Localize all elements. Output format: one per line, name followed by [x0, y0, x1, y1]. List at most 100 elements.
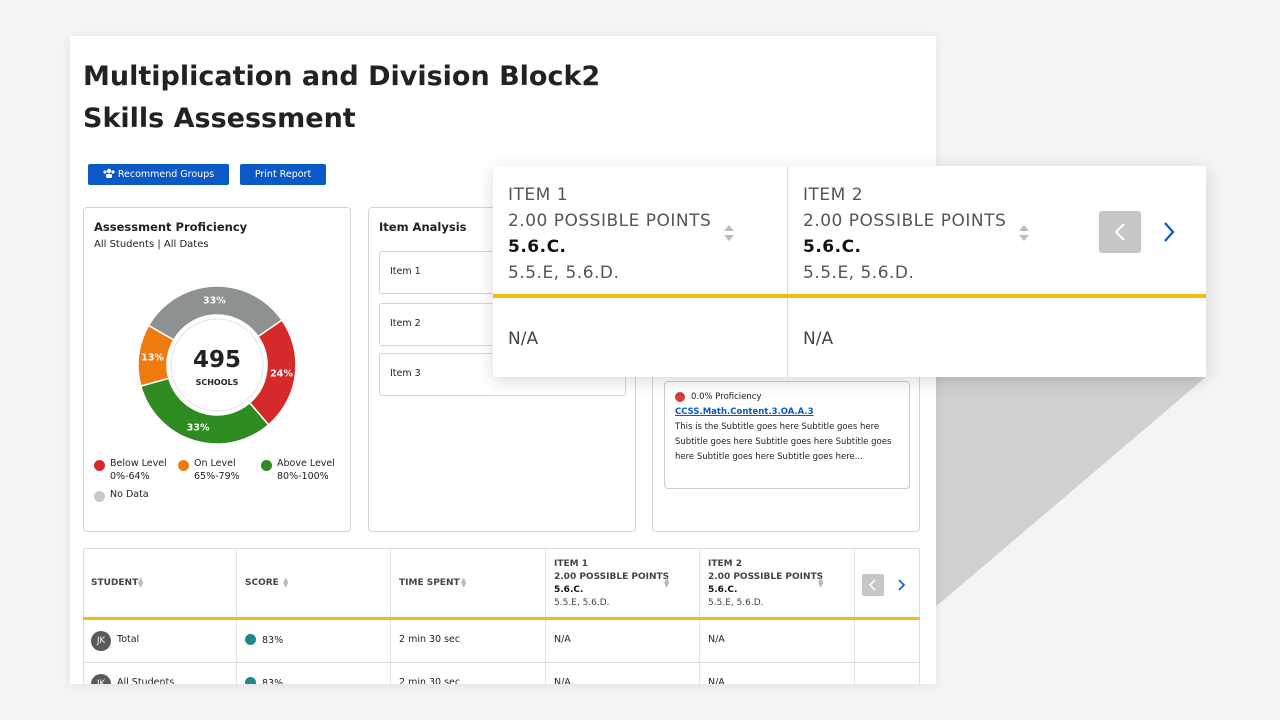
- header-item: ITEM 1: [554, 559, 588, 569]
- report-title: Multiplication and Division Block2 Skill…: [83, 61, 601, 134]
- item-standard: 5.6.C.: [803, 237, 862, 257]
- score-dot: [245, 677, 256, 684]
- column-header: TIME SPENT ▲ ▼: [391, 548, 546, 618]
- table-cell: 83%: [237, 620, 391, 663]
- header-label: TIME SPENT: [399, 578, 460, 588]
- segment-label: 24%: [270, 369, 293, 380]
- callout-column-header: ITEM 1 2.00 POSSIBLE POINTS 5.6.C. 5.5.E…: [493, 166, 788, 296]
- legend-item: Above Level 80%-100%: [261, 457, 335, 483]
- sort-icon[interactable]: [722, 222, 736, 244]
- legend-item: Below Level 0%-64%: [94, 457, 167, 483]
- header-standard: 5.6.C.: [708, 585, 738, 595]
- header-points: 2.00 POSSIBLE POINTS: [708, 572, 824, 582]
- column-header: ITEM 1 2.00 POSSIBLE POINTS 5.6.C. 5.5.E, 5…: [546, 548, 700, 618]
- column-divider: [787, 298, 788, 377]
- standard-subtitle: This is the Subtitle goes here Subtitle …: [675, 422, 892, 462]
- legend-label: On Level: [194, 458, 236, 469]
- legend-range: 80%-100%: [277, 471, 329, 482]
- item-related: 5.5.E, 5.6.D.: [803, 263, 915, 283]
- header-item: ITEM 2: [708, 559, 742, 569]
- recommend-groups-button[interactable]: Recommend Groups: [88, 164, 229, 185]
- proficiency-text: 0.0% Proficiency: [691, 392, 762, 402]
- score-dot: [245, 634, 256, 645]
- segment-label: 33%: [187, 423, 210, 434]
- donut-chart: 33% 24% 33% 13% 495 SCHOOLS: [137, 285, 297, 445]
- item-score: N/A: [554, 677, 571, 684]
- center-label: SCHOOLS: [196, 378, 239, 387]
- cell-value: N/A: [803, 329, 834, 349]
- item-score: N/A: [708, 677, 725, 684]
- legend-range: 65%-79%: [194, 471, 240, 482]
- item-score: N/A: [554, 634, 571, 645]
- segment-label: 13%: [141, 352, 164, 363]
- nav-buttons[interactable]: [862, 574, 922, 596]
- item-points: 2.00 POSSIBLE POINTS: [803, 211, 1007, 231]
- legend-item: On Level 65%-79%: [178, 457, 240, 483]
- item-points: 2.00 POSSIBLE POINTS: [508, 211, 712, 231]
- item-name: ITEM 1: [508, 185, 569, 205]
- student-name: All Students: [117, 677, 175, 684]
- legend-swatch: [94, 491, 105, 502]
- cell-value: N/A: [508, 329, 539, 349]
- header-label: STUDENT: [91, 578, 139, 588]
- header-underline: [83, 617, 920, 620]
- header-underline: [493, 294, 1206, 298]
- header-related: 5.5.E, 5.6.D.: [708, 598, 764, 608]
- panel-title: Item Analysis: [379, 220, 467, 234]
- table-cell: [855, 663, 920, 684]
- table-cell: [855, 620, 920, 663]
- donut-inner: [170, 318, 264, 412]
- item-standard: 5.6.C.: [508, 237, 567, 257]
- print-report-button[interactable]: Print Report: [240, 164, 326, 185]
- proficiency-panel: Assessment Proficiency All Students | Al…: [83, 207, 351, 532]
- avatar: JK: [91, 631, 111, 651]
- sort-icon[interactable]: [1017, 222, 1031, 244]
- panel-subtitle: All Students | All Dates: [94, 239, 209, 250]
- score: 83%: [262, 635, 284, 646]
- center-value: 495: [193, 347, 241, 373]
- header-points: 2.00 POSSIBLE POINTS: [554, 572, 670, 582]
- callout-column-header: ITEM 2 2.00 POSSIBLE POINTS 5.6.C. 5.5.E…: [788, 166, 1206, 296]
- column-header: ITEM 2 2.00 POSSIBLE POINTS 5.6.C. 5.5.E, 5…: [700, 548, 855, 618]
- column-header: SCORE ▲ ▼: [237, 548, 391, 618]
- table-cell: JK Total: [83, 620, 237, 663]
- legend-label: Above Level: [277, 458, 335, 469]
- student-name: Total: [117, 634, 140, 645]
- item-related: 5.5.E, 5.6.D.: [508, 263, 620, 283]
- proficiency-line: 0.0% Proficiency: [675, 390, 899, 405]
- legend-item: No Data: [94, 488, 149, 502]
- table-cell: N/A: [546, 663, 700, 684]
- results-table: [83, 548, 920, 684]
- legend-swatch: [261, 460, 272, 471]
- sort-icon[interactable]: ▲ ▼: [664, 576, 670, 589]
- table-cell: 2 min 30 sec: [391, 620, 546, 663]
- time-spent: 2 min 30 sec: [399, 634, 461, 645]
- table-nav: [862, 574, 922, 596]
- sort-icon[interactable]: ▲ ▼: [818, 576, 824, 589]
- time-spent: 2 min 30 sec: [399, 677, 461, 684]
- legend-swatch: [94, 460, 105, 471]
- header-label: SCORE: [245, 578, 279, 588]
- header-related: 5.5.E, 5.6.D.: [554, 598, 610, 608]
- score: 83%: [262, 678, 284, 684]
- donut-segment: [137, 324, 175, 387]
- segment-label: 33%: [203, 296, 226, 307]
- column-header: STUDENT ▲ ▼: [83, 548, 237, 618]
- standard-link[interactable]: CCSS.Math.Content.3.OA.A.3: [675, 407, 814, 417]
- sort-icon[interactable]: ▲ ▼: [138, 576, 144, 589]
- table-cell: 83%: [237, 663, 391, 684]
- panel-title: Assessment Proficiency: [94, 220, 248, 234]
- legend-range: 0%-64%: [110, 471, 150, 482]
- sort-icon[interactable]: ▲ ▼: [461, 576, 467, 589]
- button-label: Recommend Groups: [117, 169, 215, 180]
- header-standard: 5.6.C.: [554, 585, 584, 595]
- prev-button[interactable]: [1099, 211, 1141, 253]
- sort-icon[interactable]: ▲ ▼: [283, 576, 289, 589]
- standard-card: 0.0% Proficiency CCSS.Math.Content.3.OA.…: [664, 381, 910, 489]
- next-button[interactable]: [1159, 219, 1179, 245]
- item-name: ITEM 2: [803, 185, 864, 205]
- table-cell: N/A: [700, 663, 855, 684]
- table-cell: 2 min 30 sec: [391, 663, 546, 684]
- legend-label: No Data: [110, 489, 149, 500]
